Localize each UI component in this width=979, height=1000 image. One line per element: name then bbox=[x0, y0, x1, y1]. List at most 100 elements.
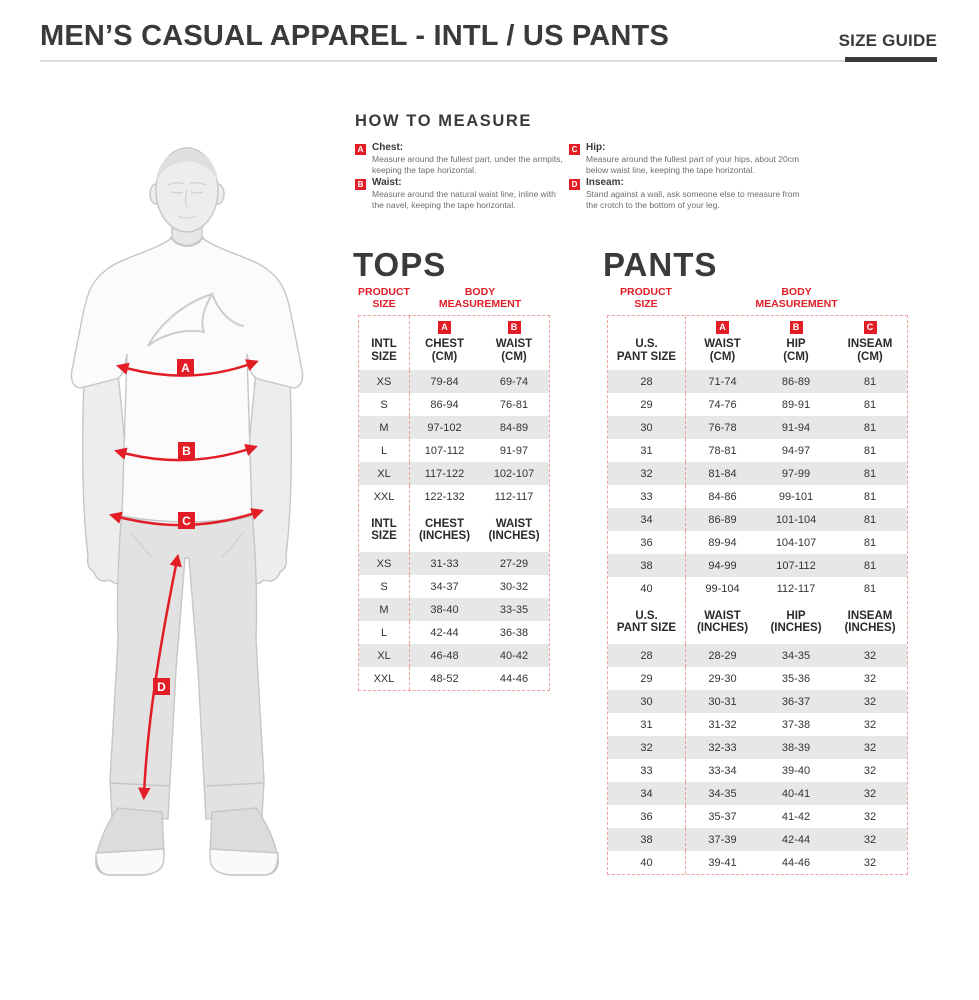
table-cell: 34 bbox=[640, 513, 653, 526]
pants-cm-header: U.S. PANT SIZE A WAIST (CM) B HIP (CM) C… bbox=[608, 316, 907, 370]
table-cell: 33-35 bbox=[499, 603, 529, 616]
table-cell: 107-112 bbox=[409, 439, 479, 462]
table-cell: 38 bbox=[640, 559, 653, 572]
tops-inches-header: INTL SIZE CHEST (INCHES) WAIST (INCHES) bbox=[359, 508, 549, 552]
measure-description: Stand against a wall, ask someone else t… bbox=[586, 189, 800, 210]
table-cell: 107-112 bbox=[776, 559, 816, 572]
table-cell: 31-32 bbox=[685, 713, 759, 736]
measure-description: Measure around the fullest part of your … bbox=[586, 154, 800, 175]
table-cell: XS bbox=[376, 557, 392, 570]
table-cell: 81-84 bbox=[685, 462, 759, 485]
chest-label: A bbox=[181, 361, 190, 375]
table-row: XL 117-122 102-107 bbox=[359, 462, 549, 485]
table-row: 36 89-94 104-107 81 bbox=[608, 531, 907, 554]
table-cell: 81 bbox=[863, 490, 877, 503]
table-cell: 46-48 bbox=[409, 644, 479, 667]
waist-cm-header: A WAIST (CM) bbox=[685, 316, 759, 370]
inseam-label: D bbox=[157, 680, 166, 694]
table-cell: 30-31 bbox=[685, 690, 759, 713]
table-cell: 76-81 bbox=[499, 398, 529, 411]
table-row: L 107-112 91-97 bbox=[359, 439, 549, 462]
table-cell: 34-35 bbox=[781, 649, 811, 662]
table-cell: 99-104 bbox=[685, 577, 759, 600]
table-cell: 29 bbox=[640, 398, 653, 411]
table-cell: XXL bbox=[373, 672, 395, 685]
table-cell: 35-37 bbox=[685, 805, 759, 828]
table-cell: 29-30 bbox=[685, 667, 759, 690]
table-cell: 81 bbox=[863, 467, 877, 480]
inseam-arrow bbox=[138, 553, 182, 801]
table-cell: XL bbox=[377, 467, 391, 480]
pants-heading: PANTS bbox=[603, 246, 718, 283]
table-cell: L bbox=[380, 626, 388, 639]
table-cell: 34 bbox=[640, 787, 653, 800]
table-row: L 42-44 36-38 bbox=[359, 621, 549, 644]
table-cell: 37-39 bbox=[685, 828, 759, 851]
size-guide-active-underline bbox=[845, 57, 937, 62]
table-row: 33 33-34 39-40 32 bbox=[608, 759, 907, 782]
table-cell: 36 bbox=[640, 536, 653, 549]
table-cell: 29 bbox=[640, 672, 653, 685]
table-cell: 86-94 bbox=[409, 393, 479, 416]
table-cell: 38 bbox=[640, 833, 653, 846]
table-cell: 39-40 bbox=[781, 764, 811, 777]
hip-cm-header: B HIP (CM) bbox=[783, 321, 809, 363]
hip-label-box bbox=[178, 512, 195, 529]
table-cell: 34-37 bbox=[409, 575, 479, 598]
table-row: S 86-94 76-81 bbox=[359, 393, 549, 416]
table-row: 30 76-78 91-94 81 bbox=[608, 416, 907, 439]
table-cell: 81 bbox=[863, 559, 877, 572]
table-cell: 32 bbox=[863, 810, 877, 823]
table-cell: 34-35 bbox=[685, 782, 759, 805]
table-cell: 36 bbox=[640, 810, 653, 823]
measure-item-chest: A Chest: Measure around the fullest part… bbox=[355, 142, 569, 175]
product-size-column-title: PRODUCT SIZE bbox=[358, 286, 410, 310]
face-features bbox=[167, 182, 207, 219]
table-cell: 28-29 bbox=[685, 644, 759, 667]
table-row: 36 35-37 41-42 32 bbox=[608, 805, 907, 828]
table-cell: 48-52 bbox=[409, 667, 479, 690]
header-divider bbox=[40, 60, 937, 62]
table-cell: 31 bbox=[640, 444, 653, 457]
inseam-label-box bbox=[153, 678, 170, 695]
table-cell: 81 bbox=[863, 582, 877, 595]
table-cell: 30 bbox=[640, 695, 653, 708]
table-cell: 81 bbox=[863, 513, 877, 526]
table-cell: 32 bbox=[863, 856, 877, 869]
table-cell: 33 bbox=[640, 490, 653, 503]
table-row: 28 71-74 86-89 81 bbox=[608, 370, 907, 393]
letter-badge-b: B bbox=[789, 321, 803, 334]
hip-inches-header: HIP (INCHES) bbox=[770, 609, 822, 635]
waist-inches-header: WAIST (INCHES) bbox=[685, 600, 759, 644]
tops-cm-header: INTL SIZE A CHEST (CM) B WAIST (CM) bbox=[359, 316, 549, 370]
pants-inches-rows: 28 28-29 34-35 32 29 29-30 35-36 32 30 30-31 36-37… bbox=[608, 644, 907, 874]
letter-badge-a: A bbox=[716, 321, 729, 334]
table-row: XXL 48-52 44-46 bbox=[359, 667, 549, 690]
chest-cm-header: A CHEST (CM) bbox=[409, 316, 479, 370]
table-cell: 42-44 bbox=[781, 833, 811, 846]
measure-description: Measure around the natural waist line, i… bbox=[372, 189, 556, 210]
table-row: 31 78-81 94-97 81 bbox=[608, 439, 907, 462]
table-cell: 81 bbox=[863, 398, 877, 411]
tab-size-guide[interactable]: SIZE GUIDE bbox=[838, 31, 937, 50]
table-cell: 102-107 bbox=[493, 467, 535, 480]
inseam-inches-header: INSEAM (INCHES) bbox=[844, 609, 896, 635]
table-cell: 40 bbox=[640, 582, 653, 595]
pants-cm-rows: 28 71-74 86-89 81 29 74-76 89-91 81 30 76-78 91-94… bbox=[608, 370, 907, 600]
measure-item-hip: C Hip: Measure around the fullest part o… bbox=[569, 142, 801, 175]
how-to-measure-title: HOW TO MEASURE bbox=[355, 112, 533, 130]
table-cell: 81 bbox=[863, 536, 877, 549]
tops-inches-rows: XS 31-33 27-29 S 34-37 30-32 M 38-40 33-35 L 42-44… bbox=[359, 552, 549, 690]
table-cell: 36-38 bbox=[499, 626, 529, 639]
table-row: M 38-40 33-35 bbox=[359, 598, 549, 621]
table-cell: 32-33 bbox=[685, 736, 759, 759]
table-cell: 97-99 bbox=[781, 467, 811, 480]
table-cell: 94-97 bbox=[781, 444, 811, 457]
table-cell: 31-33 bbox=[409, 552, 479, 575]
letter-badge-c: C bbox=[863, 321, 877, 334]
body-measurement-column-title: BODY MEASUREMENT bbox=[438, 286, 522, 310]
table-cell: 30-32 bbox=[499, 580, 529, 593]
table-row: 32 81-84 97-99 81 bbox=[608, 462, 907, 485]
measure-label: Hip: bbox=[586, 142, 606, 153]
table-cell: 104-107 bbox=[775, 536, 817, 549]
